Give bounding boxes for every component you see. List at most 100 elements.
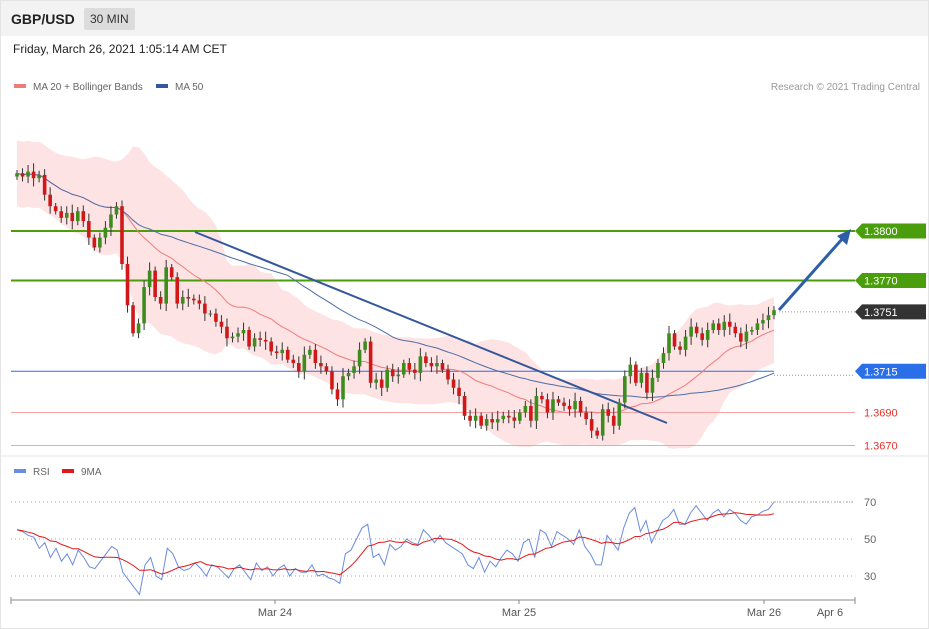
candle-body — [175, 277, 180, 304]
candle-body — [164, 267, 168, 304]
support-label-5: 1.3670 — [864, 441, 898, 453]
candle-body — [761, 320, 765, 324]
price-level-layer — [11, 230, 855, 446]
candle-body — [396, 374, 401, 377]
candle-body — [772, 310, 776, 316]
timeframe-badge[interactable]: 30 MIN — [84, 8, 135, 30]
rsi-tick-70: 70 — [864, 497, 876, 509]
pivot-label-3: 1.3715 — [864, 366, 898, 378]
candle-body — [81, 211, 86, 222]
candle-body — [114, 206, 119, 215]
candle-body — [131, 305, 135, 334]
candle-body — [64, 212, 69, 218]
candle-body — [534, 396, 539, 421]
candle-body — [600, 409, 605, 436]
candle-body — [313, 349, 318, 363]
rsi-ma-line — [16, 512, 775, 576]
candle-body — [125, 264, 130, 306]
resistance-label-box-0 — [855, 223, 926, 239]
candle-body — [578, 400, 583, 413]
copyright-label: Research © 2021 Trading Central — [771, 82, 920, 93]
candle-body — [120, 206, 124, 264]
ma20-line — [16, 172, 775, 414]
candle-body — [490, 419, 494, 423]
candle-body — [661, 353, 666, 363]
ma50-legend-swatch — [156, 84, 168, 88]
candle-body — [506, 415, 511, 418]
bollinger-band-layer — [17, 140, 774, 449]
candle-body — [357, 349, 362, 367]
current-label-2: 1.3751 — [864, 307, 898, 319]
candle-body — [241, 330, 246, 334]
candle-body — [683, 336, 688, 350]
candle-body — [274, 351, 279, 354]
candle-body — [263, 339, 268, 342]
current-label-box-2 — [855, 304, 926, 320]
candle-body — [407, 363, 412, 370]
candle-body — [374, 379, 378, 383]
candle-body — [567, 405, 572, 410]
candle-body — [551, 399, 555, 413]
x-tick-label-3: Apr 6 — [817, 607, 843, 619]
candle-body — [611, 415, 616, 426]
candle-body — [214, 313, 218, 322]
candle-body — [523, 405, 528, 413]
candle-body — [512, 417, 517, 421]
candle-body — [451, 379, 456, 388]
candle-body — [733, 326, 738, 334]
ma50-legend-label: MA 50 — [175, 82, 204, 93]
candle-body — [203, 303, 207, 314]
candle-body — [31, 171, 36, 179]
candle-body — [297, 363, 301, 372]
candle-body — [722, 321, 727, 330]
rsi-legend-label: RSI — [33, 467, 50, 478]
candle-body — [589, 419, 594, 431]
candle-body — [70, 212, 75, 222]
trendline-layer — [194, 231, 668, 424]
candle-body — [341, 376, 345, 400]
candle-body — [473, 415, 478, 421]
candle-body — [285, 349, 290, 360]
rsi-grid-layer: 70 50 30 — [11, 497, 876, 583]
candle-body — [667, 333, 671, 354]
candle-body — [379, 379, 384, 388]
candle-body — [623, 376, 627, 403]
candle-body — [744, 331, 749, 342]
candle-body — [468, 415, 472, 421]
candle-body — [418, 356, 423, 373]
candle-body — [672, 333, 677, 347]
candle-body — [573, 400, 577, 410]
candle-body — [324, 366, 329, 372]
candle-body — [335, 389, 340, 400]
candles-layer — [15, 163, 776, 441]
forecast-arrow-shaft — [777, 237, 845, 311]
candle-body — [37, 174, 41, 179]
candle-body — [435, 363, 439, 367]
candle-body — [197, 300, 202, 304]
ma20-legend-swatch — [14, 84, 26, 88]
resistance-label-box-1 — [855, 273, 926, 288]
rsi-tick-30: 30 — [864, 571, 876, 583]
candle-body — [352, 366, 356, 373]
candle-body — [368, 341, 373, 383]
candle-body — [401, 363, 406, 375]
x-tick-label-0: Mar 24 — [258, 607, 292, 619]
candle-body — [92, 237, 97, 248]
candle-body — [495, 419, 500, 423]
candle-body — [446, 369, 450, 380]
candle-body — [153, 270, 157, 297]
candle-body — [606, 409, 611, 416]
candle-body — [390, 369, 395, 377]
resistance-label-1: 1.3770 — [864, 276, 898, 288]
price-label-layer: 1.3800 1.3770 1.3751 1.3715 1.3690 1.3670 — [855, 223, 926, 453]
candle-body — [634, 364, 638, 383]
rsi-legend-swatch — [14, 469, 26, 473]
candle-body — [462, 396, 467, 416]
candle-body — [595, 430, 599, 436]
candle-body — [42, 174, 47, 195]
candle-body — [291, 359, 296, 363]
candle-body — [319, 363, 323, 367]
candle-body — [59, 211, 64, 218]
candle-body — [628, 364, 633, 377]
